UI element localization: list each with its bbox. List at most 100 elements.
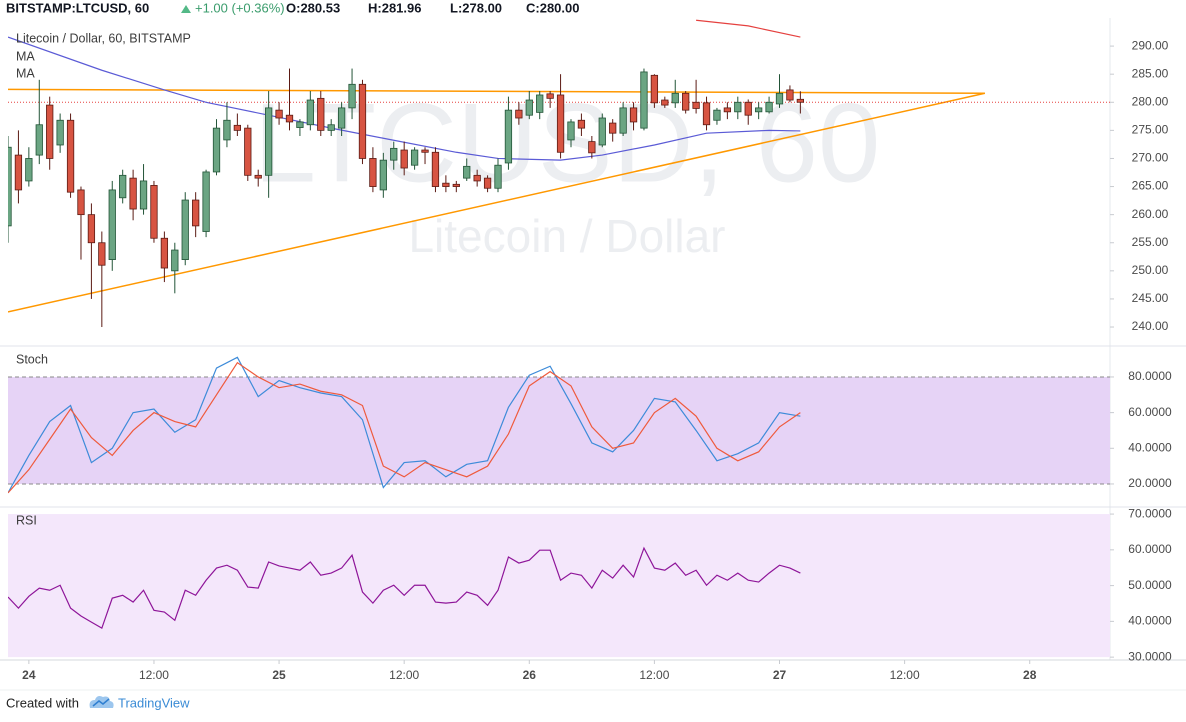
legend-entry: MA [16,49,35,63]
legend-entry: MA [16,66,35,80]
y-tick-label: 50.0000 [1128,578,1172,592]
candle-body [285,114,294,123]
candle-body [192,199,200,227]
candle-body [233,124,241,131]
rsi-title: RSI [16,513,37,527]
ohlc-high: H:281.96 [368,0,421,15]
y-tick-label: 60.0000 [1128,542,1172,556]
candle-body [775,92,784,105]
candle-body [66,119,75,193]
candle-body [682,92,690,111]
x-tick-label: 27 [773,668,787,682]
candle-body [317,97,325,131]
candle-body [765,101,773,113]
candle-body [129,177,137,210]
x-tick-label: 25 [272,668,286,682]
band [8,376,1110,484]
candle-body [369,158,377,187]
candle-body [431,151,440,187]
x-tick-label: 28 [1023,668,1037,682]
stoch-title: Stoch [16,352,48,366]
candle-body [713,109,721,121]
stoch-pane [8,356,1110,494]
candle-body [296,121,304,128]
candle-body [629,107,638,123]
footer-brand[interactable]: TradingView [118,695,190,710]
candle-body [8,146,12,227]
candle-body [77,189,85,216]
candle-body [473,174,481,182]
ohlc-open: O:280.53 [286,0,340,15]
y-tick-label: 255.00 [1132,235,1169,249]
candle-body [609,122,617,134]
x-tick-label: 26 [523,668,537,682]
candle-body [619,107,627,134]
candle-body [536,94,544,113]
x-tick-label: 12:00 [389,668,419,682]
candle-body [796,98,804,103]
symbol: BITSTAMP:LTCUSD, 60 [6,0,149,15]
candle-body [254,174,262,179]
candle-body [108,189,116,260]
watermark-symbol: LTCUSD, 60 [254,81,881,206]
candle-body [14,154,23,191]
candle-body [734,101,742,113]
candle-body [692,101,700,109]
candle-body [306,99,314,126]
candle-body [212,127,221,173]
candle-body [723,107,732,113]
watermark-description: Litecoin / Dollar [408,210,725,262]
candle-body [442,182,450,187]
candle-body [400,149,408,169]
candle-body [744,101,752,116]
candle-body [588,141,596,154]
candle-body [410,149,419,166]
y-tick-label: 265.00 [1132,179,1169,193]
legend-title: Litecoin / Dollar, 60, BITSTAMP [16,31,191,45]
candle-body [504,109,513,164]
candle-body [379,159,387,191]
candle-body [786,89,794,101]
candle-body [525,99,533,116]
candle-body [150,185,158,239]
indicator-line [8,356,801,494]
change-arrow [181,5,191,13]
ohlc-close: C:280.00 [526,0,579,15]
axes: 240.00 245.00 250.00 255.00 260.00 265.00 270.… [22,38,1172,682]
trendline [8,92,986,313]
candle-body [452,183,460,187]
candle-body [35,124,43,156]
candle-body [265,107,273,176]
candle-body [358,83,367,159]
candle-body [650,74,659,104]
candle-body [98,242,106,266]
candle-body [567,121,575,141]
candle-body [244,127,252,176]
y-tick-label: 275.00 [1132,123,1169,137]
y-tick-label: 245.00 [1132,291,1169,305]
candle-body [202,171,210,232]
candle-body [46,104,54,159]
x-tick-label: 12:00 [639,668,669,682]
candle-body [421,149,429,153]
trendline [8,88,985,95]
x-tick-label: 12:00 [890,668,920,682]
candle-body [181,199,189,260]
y-tick-label: 285.00 [1132,66,1169,80]
candle-body [160,237,169,269]
candle-body [702,102,711,126]
candle-body [171,249,179,272]
y-tick-label: 70.0000 [1128,506,1172,520]
candle-body [515,109,523,119]
candle-body [463,165,471,179]
candle-body [223,119,231,141]
y-tick-label: 280.00 [1132,94,1169,108]
moving-average [696,19,801,38]
candle-body [56,119,64,146]
y-tick-label: 40.0000 [1128,440,1172,454]
y-tick-label: 250.00 [1132,263,1169,277]
y-tick-label: 20.0000 [1128,476,1172,490]
candle-body [337,107,346,129]
y-tick-label: 60.0000 [1128,405,1172,419]
